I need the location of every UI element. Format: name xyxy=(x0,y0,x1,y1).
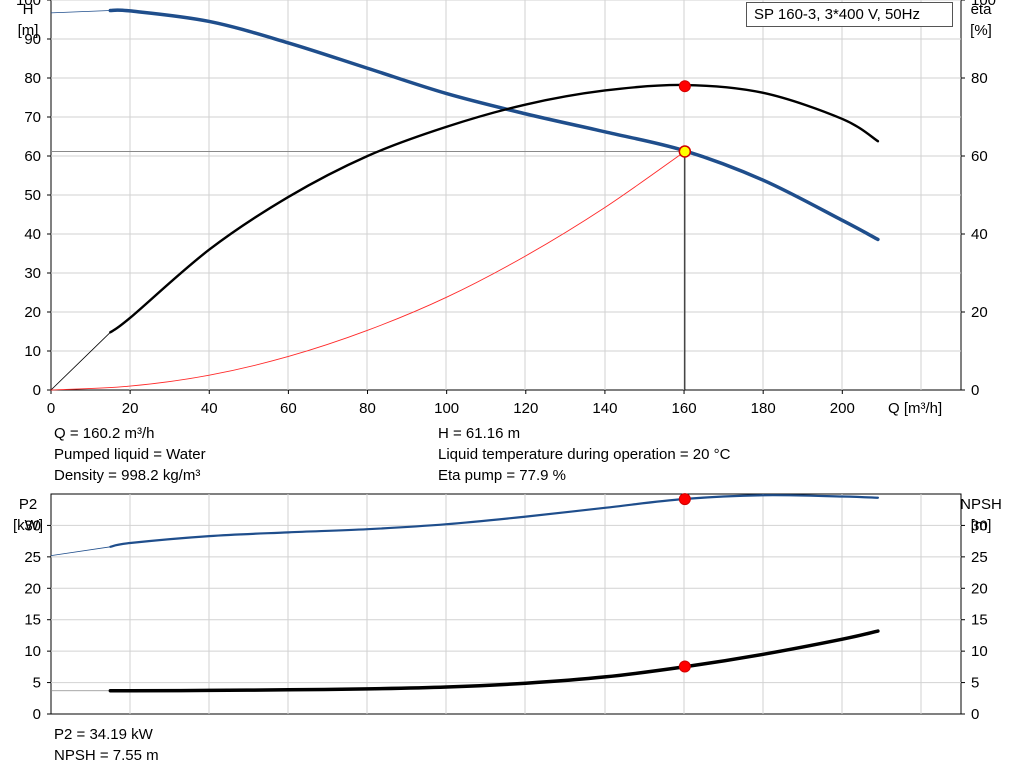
left-tick-label: 15 xyxy=(24,612,41,629)
info-eta: Eta pump = 77.9 % xyxy=(438,467,566,484)
left-tick-label: 90 xyxy=(24,31,41,48)
info-temperature: Liquid temperature during operation = 20… xyxy=(438,446,731,463)
left-tick-label: 20 xyxy=(24,304,41,321)
left-tick-label: 70 xyxy=(24,109,41,126)
info-density: Density = 998.2 kg/m³ xyxy=(54,467,201,484)
left-axis-title: P2 xyxy=(19,496,37,513)
right-tick-label: 0 xyxy=(971,382,979,399)
head-curve-extrapolated xyxy=(50,10,111,14)
right-tick-label: 100 xyxy=(971,0,996,9)
operating-point-head-marker xyxy=(678,145,692,158)
left-tick-label: 40 xyxy=(24,226,41,243)
x-tick-label: 120 xyxy=(513,400,538,417)
operating-point-npsh-marker xyxy=(678,660,691,673)
x-tick-label: 140 xyxy=(592,400,617,417)
left-axis-unit: [kW] xyxy=(13,517,43,534)
left-tick-label: 0 xyxy=(33,706,41,723)
power-npsh-chart: 0 5 10 15 20 25 30 0 5 10 15 20 25 30 P2 [kW] NPSH [m] xyxy=(13,493,1002,723)
right-tick-label: 40 xyxy=(971,226,988,243)
right-tick-label: 60 xyxy=(971,148,988,165)
x-tick-label: 200 xyxy=(830,400,855,417)
right-tick-label: 30 xyxy=(971,517,988,534)
left-tick-label: 10 xyxy=(24,343,41,360)
plot-frame xyxy=(50,493,962,715)
power-curve xyxy=(109,494,880,548)
left-tick-label: 50 xyxy=(24,187,41,204)
right-tick-label: 80 xyxy=(971,70,988,87)
left-tick-label: 25 xyxy=(24,549,41,566)
right-axis-title: eta xyxy=(971,1,993,18)
right-axis-unit: [%] xyxy=(970,22,992,39)
left-axis-unit: [m] xyxy=(18,22,39,39)
right-tick-label: 20 xyxy=(971,580,988,597)
efficiency-curve xyxy=(109,83,880,334)
right-tick-label: 15 xyxy=(971,612,988,629)
left-tick-label: 80 xyxy=(24,70,41,87)
info-liquid: Pumped liquid = Water xyxy=(54,446,206,463)
left-tick-label: 100 xyxy=(16,0,41,9)
right-tick-label: 5 xyxy=(971,675,979,692)
left-tick-label: 0 xyxy=(33,382,41,399)
right-axis-unit: [m] xyxy=(971,517,992,534)
info-head: H = 61.16 m xyxy=(438,425,521,442)
right-tick-label: 25 xyxy=(971,549,988,566)
left-tick-label: 30 xyxy=(24,265,41,282)
right-tick-label: 0 xyxy=(971,706,979,723)
x-tick-label: 160 xyxy=(672,400,697,417)
info-flow: Q = 160.2 m³/h xyxy=(54,425,155,442)
x-tick-label: 180 xyxy=(751,400,776,417)
head-efficiency-chart: 0 10 20 30 40 50 60 70 80 90 100 0 20 40 60 80 100 0 20 40 6… xyxy=(16,0,996,417)
info-npsh: NPSH = 7.55 m xyxy=(54,747,159,764)
left-axis-title: H xyxy=(23,1,34,18)
x-tick-label: 100 xyxy=(434,400,459,417)
right-axis-title: NPSH xyxy=(960,496,1002,513)
x-axis-label: Q [m³/h] xyxy=(888,400,942,417)
info-power: P2 = 34.19 kW xyxy=(54,726,153,743)
x-tick-label: 80 xyxy=(359,400,376,417)
x-tick-label: 0 xyxy=(47,400,55,417)
npsh-curve xyxy=(108,629,880,693)
operating-point-power-marker xyxy=(678,493,691,506)
system-curve xyxy=(50,151,686,391)
left-tick-label: 10 xyxy=(24,643,41,660)
right-tick-label: 20 xyxy=(971,304,988,321)
x-tick-label: 20 xyxy=(122,400,139,417)
operating-point-eta-marker xyxy=(678,80,691,93)
left-tick-label: 5 xyxy=(33,675,41,692)
right-tick-label: 10 xyxy=(971,643,988,660)
left-tick-label: 20 xyxy=(24,580,41,597)
head-curve xyxy=(108,8,880,242)
x-tick-label: 60 xyxy=(280,400,297,417)
x-tick-label: 40 xyxy=(201,400,218,417)
left-tick-label: 60 xyxy=(24,148,41,165)
pump-label: SP 160-3, 3*400 V, 50Hz xyxy=(754,6,920,23)
left-tick-label: 30 xyxy=(24,517,41,534)
power-curve-extrapolated xyxy=(50,546,111,556)
efficiency-curve-extrapolated xyxy=(50,331,111,391)
pump-label-box: SP 160-3, 3*400 V, 50Hz xyxy=(746,2,953,27)
